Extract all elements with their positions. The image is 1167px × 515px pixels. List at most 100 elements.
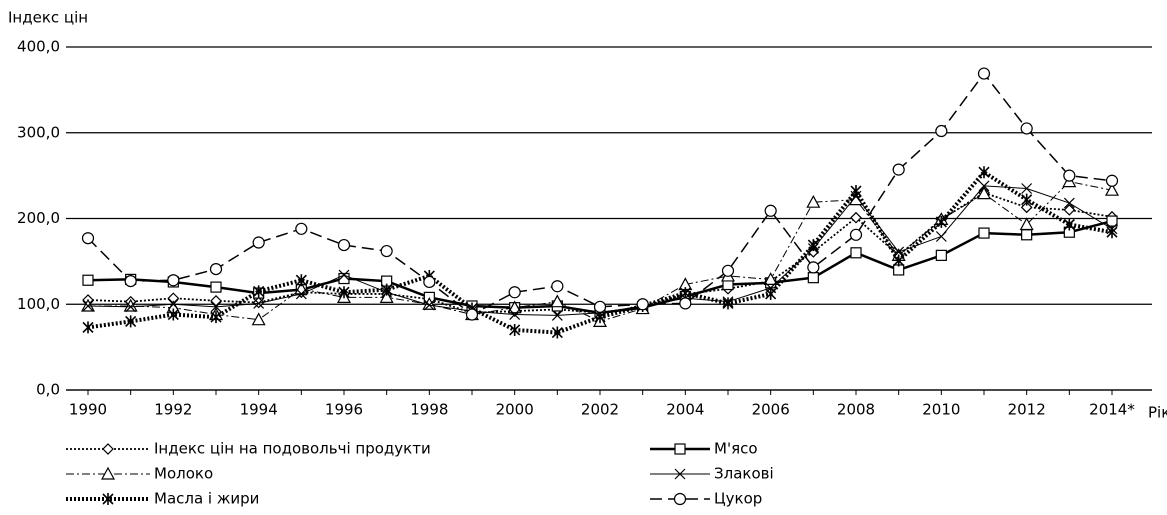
legend-label: Молоко (154, 465, 213, 483)
marker (721, 264, 735, 277)
marker (1021, 229, 1033, 241)
marker (423, 299, 435, 311)
marker (976, 186, 992, 200)
marker (337, 238, 351, 252)
marker (1021, 183, 1033, 194)
marker (674, 468, 686, 480)
marker (892, 163, 905, 176)
series-line (88, 181, 1113, 322)
marker (893, 254, 905, 267)
marker (102, 493, 114, 505)
marker (636, 298, 649, 311)
marker (251, 312, 266, 326)
marker (253, 297, 265, 309)
x-tick-label: 2004 (666, 401, 704, 419)
marker (978, 166, 990, 179)
marker (102, 443, 114, 455)
x-tick-label: 2002 (581, 401, 619, 419)
x-tick-label: 2012 (1008, 401, 1046, 419)
marker (1020, 201, 1033, 214)
marker (674, 443, 686, 455)
marker (978, 227, 990, 239)
marker (935, 215, 947, 228)
y-tick-label: 300,0 (17, 123, 60, 141)
marker (423, 275, 436, 289)
marker (850, 247, 862, 259)
marker (167, 298, 179, 310)
marker (850, 185, 862, 198)
y-tick-label: 0,0 (36, 381, 60, 399)
marker (123, 298, 138, 312)
marker (673, 492, 687, 506)
marker (465, 308, 479, 321)
marker (722, 297, 734, 310)
marker (806, 194, 821, 208)
marker (210, 301, 222, 313)
marker (295, 274, 307, 287)
marker (338, 269, 350, 281)
marker (508, 286, 521, 299)
legend-label: Цукор (714, 490, 762, 508)
marker (764, 204, 777, 217)
marker (1020, 122, 1033, 135)
y-tick-label: 400,0 (17, 38, 60, 56)
marker (167, 308, 179, 321)
marker (295, 288, 307, 300)
x-tick-label: 2010 (922, 401, 960, 419)
series (81, 67, 1119, 321)
marker (935, 249, 947, 261)
marker (807, 239, 819, 252)
series-line (87, 191, 1113, 314)
marker (850, 211, 862, 224)
marker (295, 222, 308, 235)
series (82, 166, 1118, 339)
marker (82, 274, 94, 286)
marker (594, 311, 606, 324)
marker (978, 180, 990, 192)
series-line (87, 72, 1113, 316)
marker (807, 261, 820, 274)
x-tick-label: 2014* (1089, 401, 1135, 419)
x-tick-label: 2008 (837, 401, 875, 419)
series (82, 180, 1118, 321)
marker (935, 231, 947, 242)
series-line (87, 219, 1113, 315)
x-tick-label: 1994 (240, 401, 278, 419)
x-tick-label: 2006 (752, 401, 790, 419)
marker (1104, 182, 1120, 196)
marker (849, 228, 863, 241)
marker (935, 124, 948, 138)
marker (82, 300, 94, 312)
marker (1021, 193, 1033, 206)
marker (1019, 217, 1034, 231)
marker (977, 67, 991, 80)
marker (1105, 174, 1119, 187)
x-tick-label: 1992 (154, 401, 192, 419)
marker (380, 244, 393, 258)
x-tick-label: 1990 (69, 401, 107, 419)
marker (1106, 215, 1118, 227)
marker (125, 301, 137, 313)
marker (124, 274, 137, 288)
marker (253, 285, 265, 298)
marker (679, 297, 692, 310)
legend-label: М'ясо (714, 440, 758, 458)
marker (679, 287, 691, 300)
marker (763, 272, 778, 285)
x-axis-title: Рік (1148, 404, 1167, 422)
legend-label: Масла і жири (154, 490, 259, 508)
marker (379, 290, 394, 303)
marker (81, 232, 95, 245)
marker (551, 309, 563, 321)
marker (210, 294, 222, 307)
marker (1063, 218, 1075, 231)
x-tick-label: 1996 (325, 401, 363, 419)
marker (209, 262, 223, 276)
marker (765, 287, 777, 300)
marker (381, 283, 393, 296)
marker (550, 294, 565, 308)
marker (807, 272, 819, 284)
legend-label: Індекс цін на подовольчі продукти (154, 440, 431, 458)
marker (338, 286, 350, 299)
